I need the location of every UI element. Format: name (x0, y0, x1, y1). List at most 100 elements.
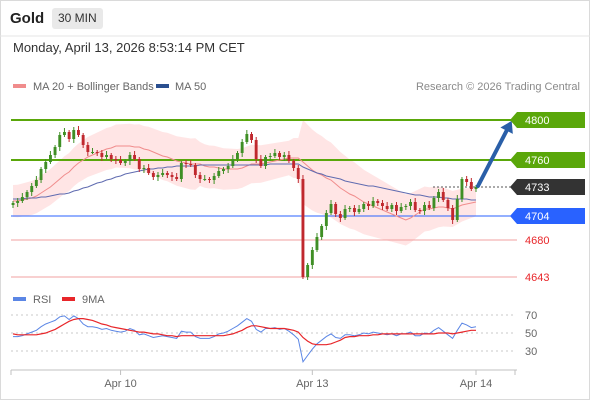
candle-body (236, 153, 239, 159)
candle-body (91, 152, 94, 153)
candle-body (44, 162, 48, 169)
x-tick-label: Apr 13 (296, 378, 328, 390)
level-label-4733: 4733 (525, 182, 549, 194)
candle-body (469, 182, 473, 189)
ma20-legend-swatch (13, 84, 26, 88)
candle-body (193, 165, 197, 175)
candle-body (343, 209, 347, 218)
level-box-pointer-4800 (510, 112, 517, 128)
candle-body (324, 213, 328, 226)
candle-body (451, 208, 455, 220)
candle-body (226, 166, 230, 169)
candle-body (161, 173, 165, 175)
candle-body (231, 159, 235, 166)
level-label-4704: 4704 (525, 211, 549, 223)
candle-body (114, 159, 118, 160)
candle-body (329, 204, 333, 213)
forecast-arrow-shaft (476, 126, 510, 188)
candle-body (282, 155, 286, 157)
candle-body (189, 164, 193, 165)
rsi-tick-50: 50 (525, 328, 537, 340)
candle-body (427, 205, 431, 208)
candle-body (278, 153, 281, 157)
x-axis: Apr 10 Apr 13 Apr 14 (10, 369, 517, 390)
candle-body (240, 142, 244, 153)
candle-body (254, 140, 258, 159)
candle-body (296, 168, 300, 179)
research-credit: Research © 2026 Trading Central (416, 81, 580, 93)
candle-body (137, 159, 141, 169)
candle-body (399, 207, 403, 211)
chart-datetime: Monday, April 13, 2026 8:53:14 PM CET (13, 40, 245, 55)
candle-body (25, 192, 29, 197)
candle-body (119, 160, 122, 163)
rsi-tick-70: 70 (525, 310, 537, 322)
candle-body (320, 226, 324, 237)
x-tick-label: Apr 14 (460, 378, 492, 390)
candle-body (156, 175, 160, 177)
bollinger-band-fill (13, 120, 476, 246)
timeframe-badge[interactable]: 30 MIN (52, 8, 103, 29)
candle-body (357, 209, 361, 212)
level-box-pointer-4704 (510, 208, 517, 224)
candle-body (432, 198, 436, 208)
candle-body (338, 214, 342, 218)
level-label-4643: 4643 (525, 272, 549, 284)
candle-body (441, 192, 445, 200)
candle-body (268, 156, 272, 157)
candle-body (165, 173, 169, 175)
candle-body (151, 173, 155, 177)
candle-body (63, 132, 66, 135)
chart-header: Gold 30 MIN (0, 0, 590, 36)
candle-body (147, 168, 151, 173)
level-label-4760: 4760 (525, 155, 549, 167)
level-box-4704 (517, 208, 585, 224)
candle-body (460, 179, 464, 199)
candle-body (20, 197, 24, 201)
candle-body (310, 250, 314, 265)
candle-body (455, 199, 459, 220)
candle-body (67, 132, 71, 139)
candle-body (371, 201, 375, 206)
candle-body (72, 130, 76, 139)
candle-body (362, 204, 366, 209)
candle-body (198, 175, 202, 179)
price-legend: MA 20 + Bollinger Bands MA 50 Research ©… (13, 81, 580, 93)
candle-body (301, 179, 305, 277)
level-box-4800 (517, 112, 585, 128)
rsi-legend-swatch (13, 297, 26, 301)
level-labels: 4800 4760 4733 4704 4680 4643 (510, 112, 585, 284)
candle-body (404, 206, 408, 207)
candle-body (259, 159, 263, 166)
level-box-pointer-4733 (510, 179, 517, 195)
ma50-legend-label: MA 50 (175, 81, 206, 93)
candle-body (133, 155, 136, 159)
candle-body (315, 237, 319, 250)
candle-body (86, 145, 90, 152)
candle-body (39, 169, 43, 180)
candle-body (413, 202, 417, 210)
x-tick-label: Apr 10 (104, 378, 136, 390)
ma9-legend-swatch (62, 297, 75, 301)
candle-body (203, 179, 207, 180)
candle-body (306, 265, 310, 277)
candle-body (353, 208, 356, 212)
candle-body (381, 203, 384, 206)
candle-body (58, 135, 62, 147)
candle-body (34, 180, 38, 186)
candle-body (49, 155, 52, 162)
moving-averages (13, 145, 477, 221)
candle-body (348, 208, 352, 209)
candle-body (109, 155, 113, 159)
candle-body (16, 201, 20, 203)
ma50-line (13, 163, 476, 201)
rsi-9ma-line (12, 318, 476, 346)
candle-body (179, 163, 183, 179)
level-box-pointer-4760 (510, 152, 517, 168)
candle-body (385, 206, 389, 209)
candle-body (184, 163, 188, 164)
rsi-legend: RSI 9MA (13, 294, 105, 306)
candle-body (77, 130, 80, 135)
candle-body (292, 161, 296, 168)
level-box-4760 (517, 152, 585, 168)
